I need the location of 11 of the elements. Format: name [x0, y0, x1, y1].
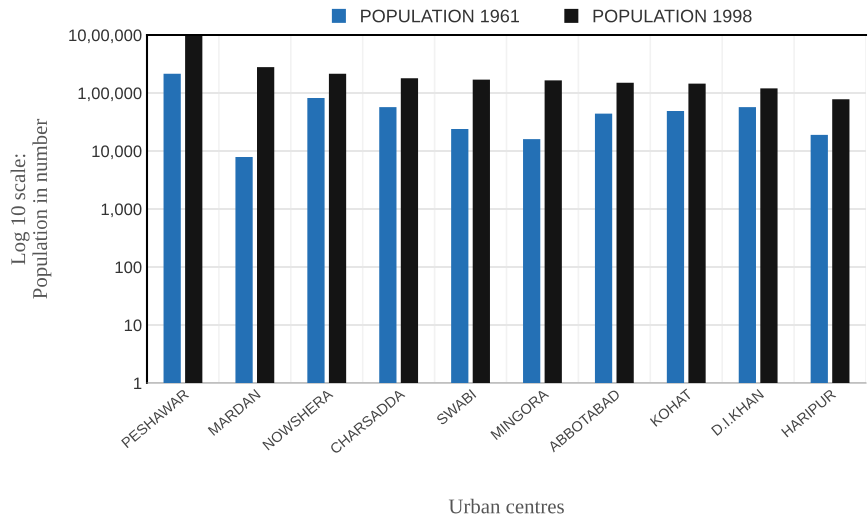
y-tick-label: 1,00,000 — [78, 87, 142, 102]
y-tick-label: 10,00,000 — [69, 29, 142, 44]
y-tick-label: 10 — [124, 319, 142, 332]
y-tick-label: 1 — [134, 378, 142, 390]
y-tick-label: 10,000 — [92, 145, 142, 160]
y-axis-title: Log 10 scale: Population in number — [10, 118, 52, 299]
legend-label: POPULATION 1961 — [361, 10, 520, 22]
y-tick-label: 100 — [116, 261, 142, 274]
y-tick-label: 1,000 — [102, 203, 142, 218]
x-axis-title: Urban centres — [448, 498, 564, 514]
legend-label: POPULATION 1998 — [594, 10, 752, 22]
